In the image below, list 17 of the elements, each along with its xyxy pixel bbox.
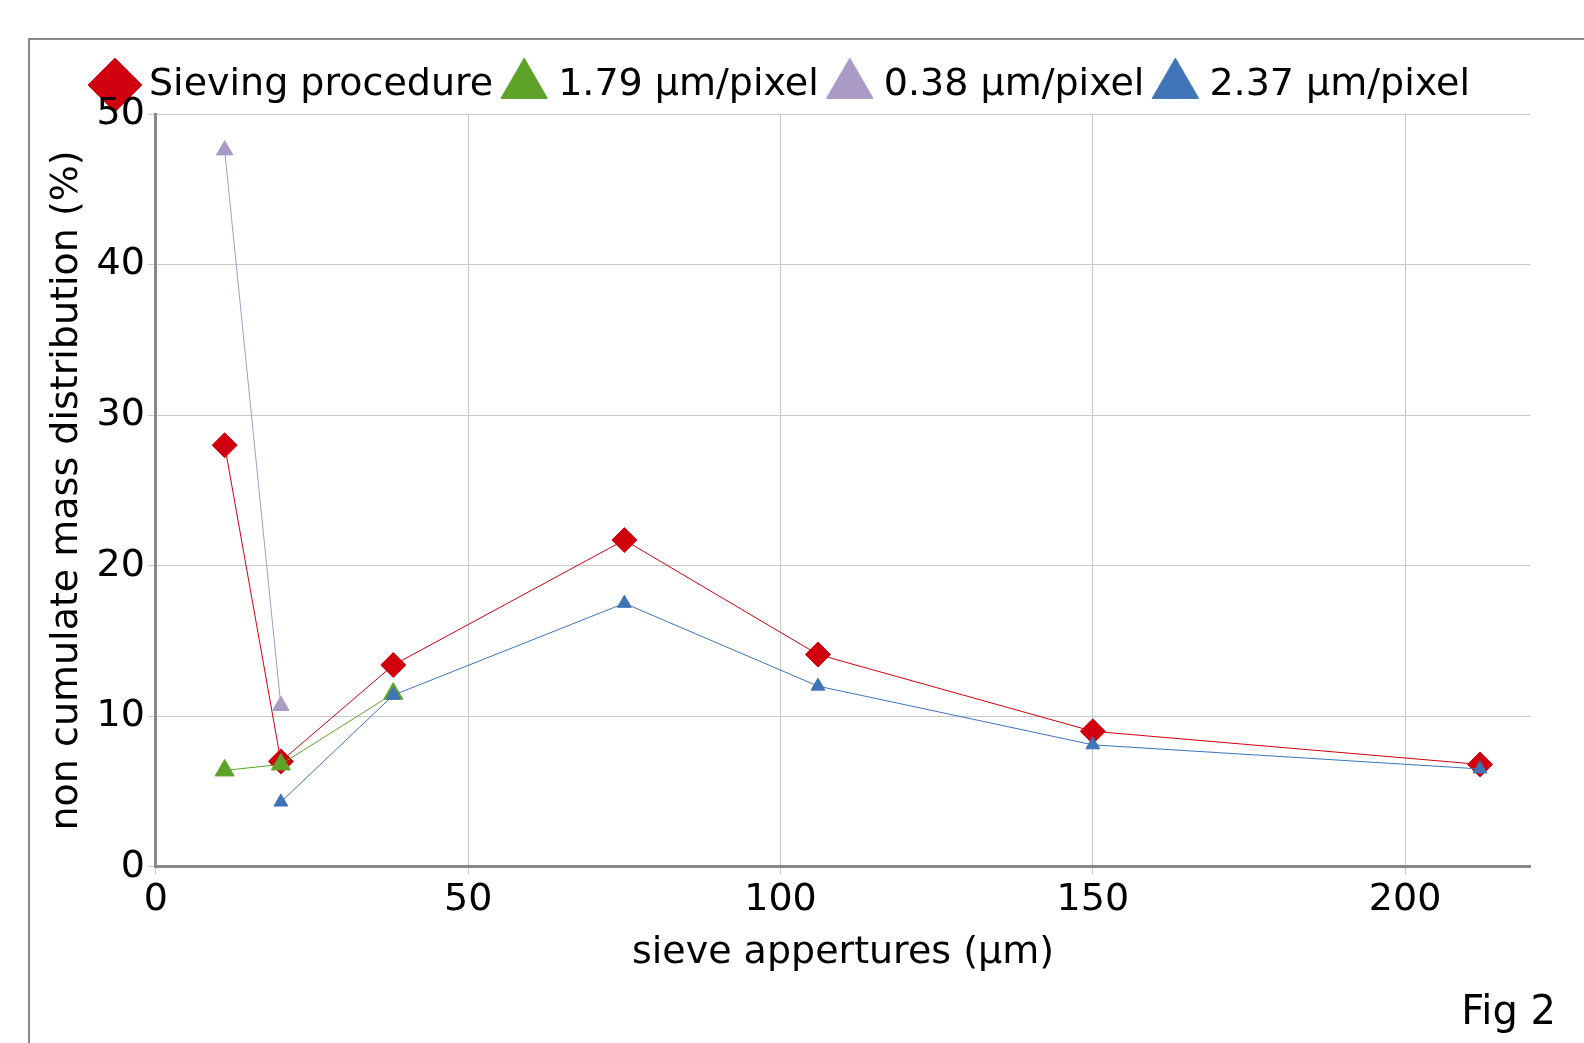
y-tick-label: 30 [96,389,145,434]
legend-label: 1.79 µm/pixel [558,59,819,104]
x-axis-title: sieve appertures (µm) [631,928,1055,973]
legend-label: 2.37 µm/pixel [1209,59,1471,104]
y-tick-label: 10 [96,691,145,736]
y-tick-label: 0 [120,841,145,886]
y-axis-title: non cumulate mass distribution (%) [41,150,86,831]
y-tick-label: 50 [96,88,145,133]
x-tick-label: 100 [744,875,817,920]
legend-label: 0.38 µm/pixel [883,59,1145,104]
y-tick-label: 20 [96,540,145,585]
caption: Fig 2 [1461,987,1556,1033]
legend-label: Sieving procedure [148,59,494,104]
x-tick-label: 150 [1056,875,1130,920]
y-tick-label: 40 [96,239,145,284]
x-tick-label: 200 [1368,875,1442,920]
x-tick-label: 50 [444,875,493,920]
